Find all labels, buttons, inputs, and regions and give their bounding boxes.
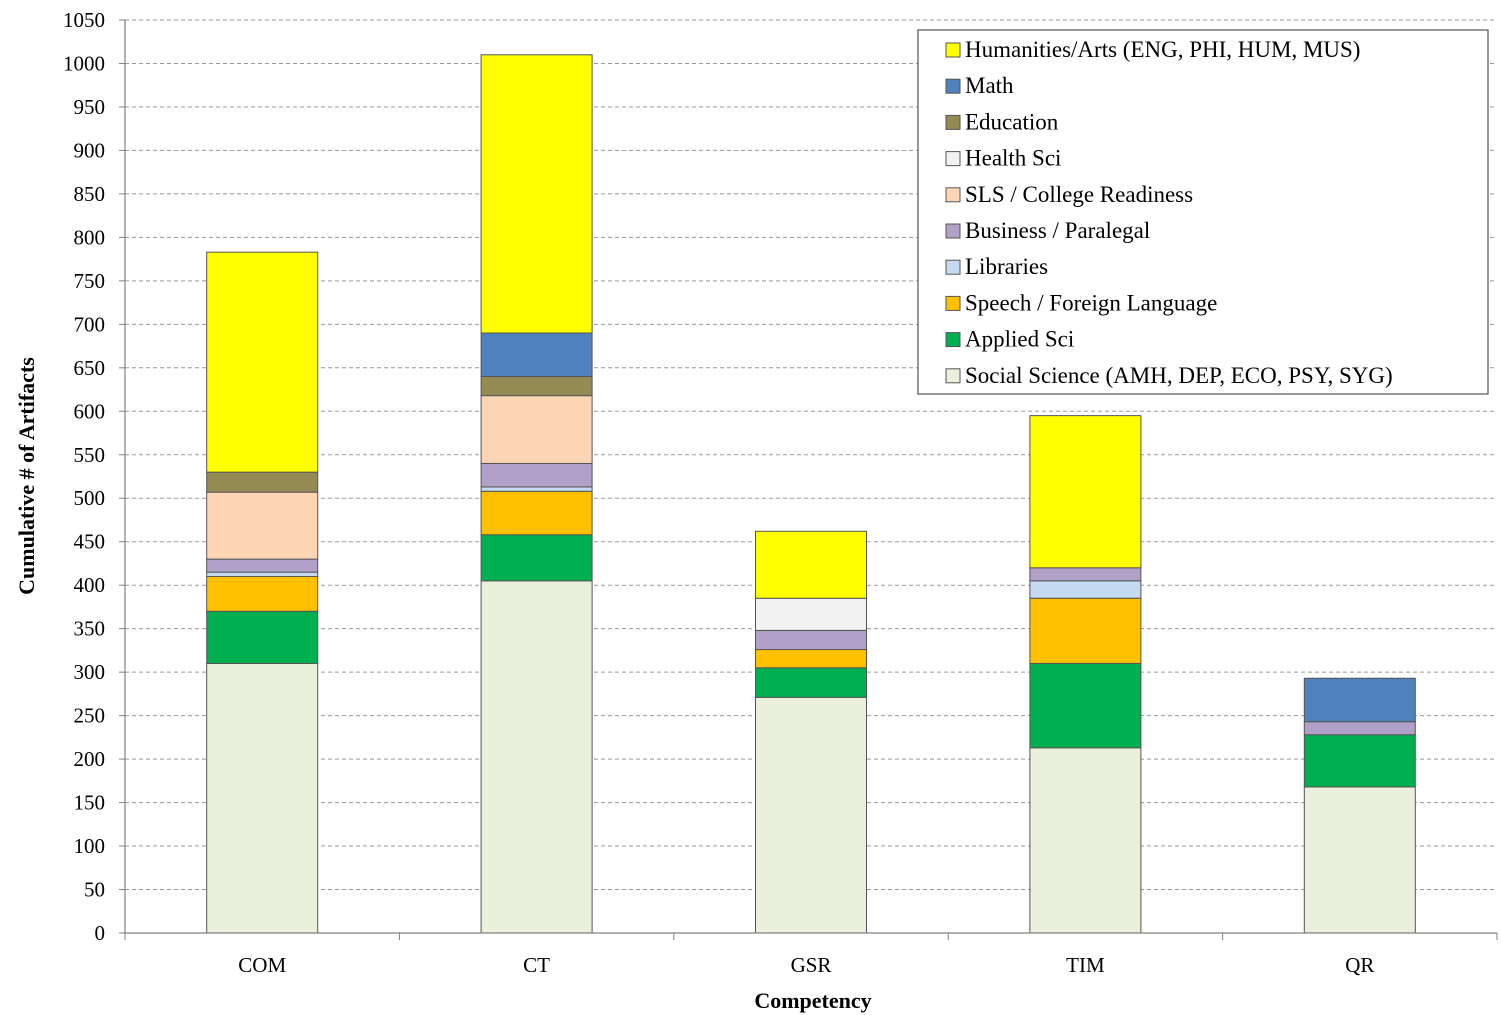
legend-swatch — [945, 368, 961, 384]
bar-segment — [206, 571, 319, 577]
bar-segment — [480, 580, 593, 934]
legend-label: Humanities/Arts (ENG, PHI, HUM, MUS) — [965, 37, 1360, 62]
y-tick-label: 950 — [74, 95, 106, 119]
legend-label: Speech / Foreign Language — [965, 290, 1217, 315]
x-tick-label: GSR — [791, 953, 832, 977]
y-tick-label: 900 — [74, 138, 106, 162]
legend-box — [917, 29, 1489, 395]
bar-segment — [480, 376, 593, 397]
y-tick-label: 550 — [74, 443, 106, 467]
x-axis-title: Competency — [754, 988, 871, 1013]
bar-segment — [206, 662, 319, 934]
y-tick-label: 700 — [74, 312, 106, 336]
legend-swatch — [945, 259, 961, 275]
y-tick-label: 50 — [84, 878, 105, 902]
legend-swatch — [945, 114, 961, 130]
legend-swatch — [945, 42, 961, 58]
bar-segment — [480, 395, 593, 464]
bar-segment — [1029, 580, 1142, 599]
bar-segment — [206, 251, 319, 473]
bar-segment — [755, 597, 867, 631]
bar-segment — [480, 486, 593, 492]
legend-label: Social Science (AMH, DEP, ECO, PSY, SYG) — [965, 363, 1393, 388]
y-tick-label: 250 — [74, 704, 106, 728]
bar-segment — [1029, 662, 1142, 749]
legend-label: Libraries — [965, 254, 1048, 279]
bar-segment — [480, 332, 593, 378]
y-tick-label: 150 — [74, 791, 106, 815]
x-tick-label: COM — [238, 953, 286, 977]
legend-swatch — [945, 78, 961, 94]
bar-segment — [206, 610, 319, 664]
legend-label: Education — [965, 109, 1059, 134]
y-tick-label: 100 — [74, 834, 106, 858]
y-tick-label: 850 — [74, 182, 106, 206]
bar-segment — [755, 629, 867, 651]
y-tick-label: 1050 — [63, 8, 105, 32]
legend-swatch — [945, 332, 961, 348]
bar-segment — [206, 558, 319, 573]
bar-segment — [1029, 747, 1142, 934]
x-tick-label: TIM — [1066, 953, 1105, 977]
y-tick-label: 750 — [74, 269, 106, 293]
legend-label: Math — [965, 73, 1014, 98]
bar-segment — [480, 54, 593, 334]
tick-labels: 0 50 100 150 200 250 300 350 400 450 500 550 600 650 7… — [63, 8, 1374, 977]
bar-segment — [1029, 597, 1142, 664]
y-tick-label: 450 — [74, 530, 106, 554]
bar-segment — [206, 575, 319, 612]
y-tick-label: 500 — [74, 486, 106, 510]
bar-segment — [1029, 415, 1142, 569]
bar-segment — [1303, 721, 1416, 736]
y-tick-label: 300 — [74, 660, 106, 684]
bar-segment — [755, 530, 867, 599]
y-tick-label: 0 — [95, 921, 106, 945]
y-tick-label: 400 — [74, 573, 106, 597]
legend: Humanities/Arts (ENG, PHI, HUM, MUS) Math… — [917, 29, 1489, 395]
y-tick-label: 600 — [74, 399, 106, 423]
legend-label: Applied Sci — [965, 327, 1074, 352]
bar-segment — [1303, 734, 1416, 788]
legend-label: Business / Paralegal — [965, 218, 1150, 243]
y-tick-label: 650 — [74, 356, 106, 380]
y-tick-label: 350 — [74, 617, 106, 641]
axes — [119, 19, 1498, 940]
bar-segment — [755, 696, 867, 934]
y-tick-label: 1000 — [63, 51, 105, 75]
y-tick-label: 800 — [74, 225, 106, 249]
bar-segment — [206, 471, 319, 493]
x-tick-label: CT — [523, 953, 550, 977]
legend-label: Health Sci — [965, 146, 1061, 171]
x-tick-label: QR — [1345, 953, 1374, 977]
bar-segment — [480, 462, 593, 488]
bar-segment — [206, 491, 319, 560]
bar-segment — [1303, 786, 1416, 934]
legend-label: SLS / College Readiness — [965, 182, 1193, 207]
bar-segment — [1029, 567, 1142, 582]
legend-swatch — [945, 151, 961, 167]
bar-segment — [480, 534, 593, 582]
bar-segment — [480, 490, 593, 536]
y-axis-title: Cumulative # of Artifacts — [14, 357, 39, 595]
bar-segment — [755, 649, 867, 669]
legend-swatch — [945, 187, 961, 203]
y-tick-label: 200 — [74, 747, 106, 771]
bars — [206, 54, 1416, 934]
bar-segment — [755, 667, 867, 698]
legend-swatch — [945, 223, 961, 239]
bar-segment — [1303, 677, 1416, 723]
legend-swatch — [945, 295, 961, 311]
